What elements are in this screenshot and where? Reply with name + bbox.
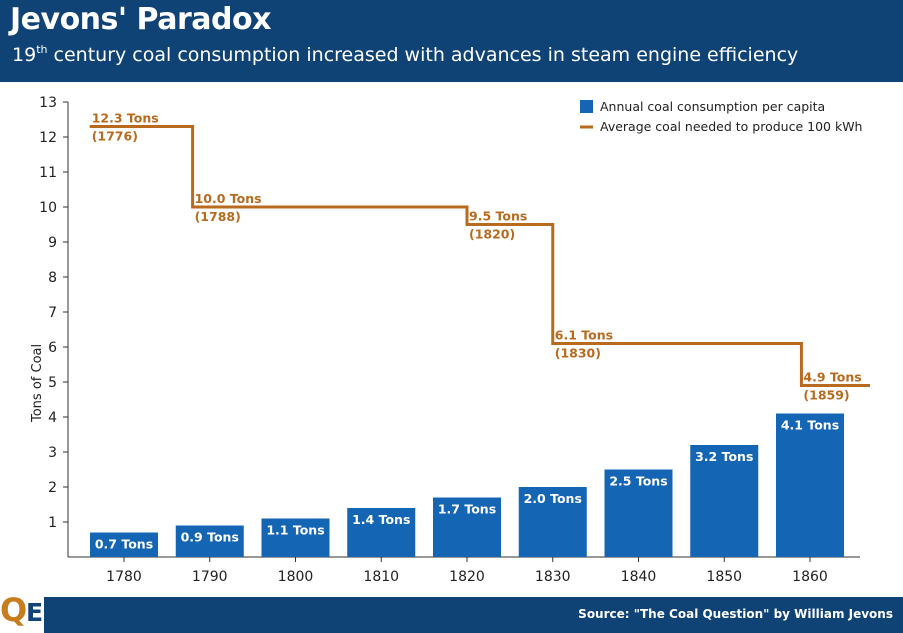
source-credit: Source: "The Coal Question" by William J… — [578, 607, 893, 621]
legend-swatch-bars — [580, 100, 593, 113]
logo-letter-e: E — [26, 598, 44, 627]
step-value-label: 10.0 Tons — [195, 191, 262, 206]
footer-banner — [0, 597, 903, 633]
page-title: Jevons' Paradox — [10, 2, 271, 37]
y-tick-label: 7 — [48, 305, 57, 321]
bar — [518, 487, 587, 557]
step-line-series — [89, 125, 871, 387]
bar — [690, 445, 759, 557]
qe-logo: Q E — [0, 591, 44, 633]
bar-value-label: 3.2 Tons — [695, 449, 753, 464]
x-tick-label: 1800 — [278, 569, 314, 585]
step-year-label: (1776) — [92, 129, 138, 144]
step-year-label: (1788) — [195, 209, 241, 224]
y-tick-label: 11 — [39, 165, 57, 181]
subtitle-text: century coal consumption increased with … — [47, 44, 799, 66]
y-tick-label: 12 — [39, 130, 57, 146]
y-tick-label: 10 — [39, 200, 57, 216]
y-tick-label: 1 — [48, 515, 57, 531]
y-tick-label: 13 — [39, 95, 57, 111]
step-value-label: 4.9 Tons — [803, 370, 861, 385]
step-value-label: 9.5 Tons — [469, 209, 527, 224]
y-tick-label: 5 — [48, 375, 57, 391]
x-tick-label: 1830 — [535, 569, 571, 585]
bar — [433, 497, 501, 557]
bar — [175, 525, 244, 557]
bar-value-label: 1.7 Tons — [438, 502, 496, 517]
bar-value-label: 0.9 Tons — [181, 530, 239, 545]
page-subtitle: 19th century coal consumption increased … — [12, 44, 798, 66]
header-banner: Jevons' Paradox 19th century coal consum… — [0, 0, 903, 82]
bar-value-label: 1.4 Tons — [352, 512, 410, 527]
step-year-label: (1830) — [555, 346, 601, 361]
x-tick-label: 1780 — [106, 569, 142, 585]
bar-value-label: 1.1 Tons — [266, 523, 324, 538]
step-value-label: 12.3 Tons — [92, 111, 159, 126]
bar-value-label: 0.7 Tons — [95, 537, 153, 552]
x-tick-label: 1810 — [363, 569, 399, 585]
y-tick-label: 3 — [48, 445, 57, 461]
subtitle-century-number: 19 — [12, 44, 37, 66]
bar — [776, 413, 844, 557]
bar-value-label: 2.0 Tons — [524, 491, 582, 506]
logo-letter-q: Q — [0, 591, 28, 629]
x-tick-label: 1790 — [192, 569, 228, 585]
y-tick-label: 8 — [48, 270, 57, 286]
step-value-label: 6.1 Tons — [555, 328, 613, 343]
y-tick-label: 9 — [48, 235, 57, 251]
step-year-label: (1859) — [803, 388, 849, 403]
y-tick-label: 4 — [48, 410, 57, 426]
legend-label-bars: Annual coal consumption per capita — [600, 99, 825, 114]
y-axis-title: Tons of Coal — [30, 344, 45, 423]
bar — [347, 508, 416, 557]
bar-value-label: 2.5 Tons — [609, 474, 667, 489]
y-tick-label: 6 — [48, 340, 57, 356]
x-tick-label: 1860 — [792, 569, 828, 585]
step-year-label: (1820) — [469, 227, 515, 242]
x-tick-label: 1850 — [706, 569, 742, 585]
legend-label-line: Average coal needed to produce 100 kWh — [600, 119, 862, 134]
y-tick-label: 2 — [48, 480, 57, 496]
x-tick-label: 1840 — [621, 569, 657, 585]
bar — [261, 518, 330, 557]
bar — [604, 469, 673, 557]
x-tick-label: 1820 — [449, 569, 485, 585]
bar-value-label: 4.1 Tons — [781, 418, 839, 433]
bar — [90, 532, 158, 557]
subtitle-ordinal-suffix: th — [36, 43, 48, 56]
